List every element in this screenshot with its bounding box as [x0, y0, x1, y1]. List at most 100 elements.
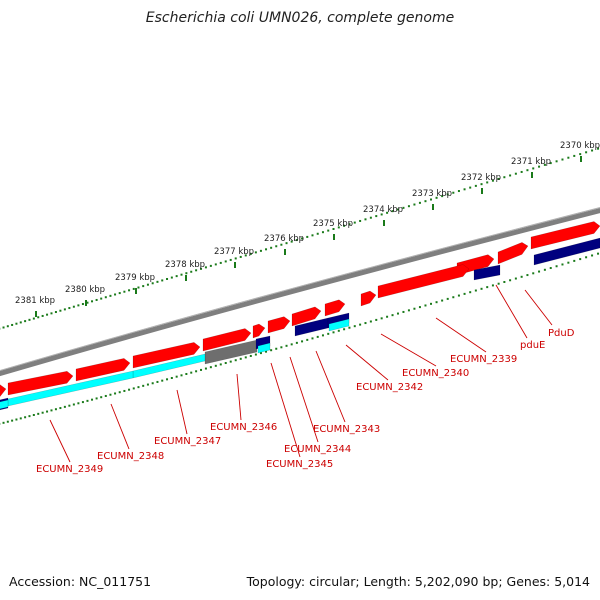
scale-dot	[407, 205, 410, 208]
scale-dot	[402, 206, 405, 209]
scale-dot	[514, 172, 517, 175]
inner-dot	[32, 413, 35, 416]
inner-dot	[54, 408, 57, 411]
gene-label: ECUMN_2346	[210, 422, 277, 433]
scale-dot	[46, 313, 49, 316]
inner-dot	[37, 412, 40, 415]
inner-dot	[114, 392, 117, 395]
scale-dot	[195, 269, 198, 272]
scale-label: 2378 kbp	[165, 260, 205, 270]
inner-dot	[591, 254, 594, 257]
inner-dot	[209, 366, 212, 369]
inner-dot	[270, 349, 273, 352]
label-leader	[236, 373, 242, 421]
forward-cds	[267, 316, 291, 334]
scale-dot	[2, 326, 5, 329]
major-tick	[234, 262, 236, 268]
forward-cds	[324, 299, 346, 317]
forward-cds	[497, 242, 529, 265]
inner-dot	[311, 337, 314, 340]
inner-dot	[413, 307, 416, 310]
scale-dot	[146, 283, 149, 286]
reverse-cds	[473, 264, 501, 281]
inner-dot	[275, 347, 278, 350]
inner-dot	[280, 346, 283, 349]
scale-dot	[295, 239, 298, 242]
inner-dot	[585, 256, 588, 259]
inner-dot	[285, 344, 288, 347]
scale-dot	[579, 153, 582, 156]
inner-dot	[175, 375, 178, 378]
inner-dot	[100, 396, 103, 399]
label-leader	[345, 344, 389, 381]
inner-dot	[579, 258, 582, 261]
scale-dot	[316, 232, 319, 235]
scale-dot	[180, 273, 183, 276]
gene-label: ECUMN_2339	[450, 354, 517, 365]
scale-dot	[244, 254, 247, 257]
forward-cds	[360, 290, 377, 307]
scale-dot	[301, 237, 304, 240]
feature-track	[0, 221, 600, 411]
scale-dot	[503, 176, 506, 179]
inner-dot	[244, 356, 247, 359]
inner-dot	[2, 421, 5, 424]
scale-dot	[509, 174, 512, 177]
scale-dot	[463, 188, 466, 191]
scale-dot	[380, 213, 383, 216]
inner-dot	[11, 419, 14, 422]
scale-dot	[491, 179, 494, 182]
inner-dot	[457, 294, 460, 297]
inner-dot	[59, 407, 62, 410]
scale-dot	[561, 158, 564, 161]
scale-dot	[239, 255, 242, 258]
inner-dot	[469, 291, 472, 294]
inner-dot	[446, 297, 449, 300]
forward-cds	[0, 384, 7, 397]
scale-dot	[497, 177, 500, 180]
scale-dot	[142, 285, 145, 288]
scale-dot	[567, 156, 570, 159]
scale-dot	[585, 151, 588, 154]
gene-label: PduD	[548, 328, 575, 339]
scale-dot	[204, 266, 207, 269]
cyan-feature	[257, 342, 271, 354]
scale-dot	[137, 286, 140, 289]
major-tick	[333, 234, 335, 240]
scale-dot	[219, 261, 222, 264]
scale-dot	[19, 321, 22, 324]
inner-dot	[234, 359, 237, 362]
scale-dot	[54, 311, 57, 314]
scale-dot	[59, 309, 62, 312]
inner-dot	[441, 299, 444, 302]
scale-dot	[128, 289, 131, 292]
inner-dot	[474, 289, 477, 292]
label-leader	[495, 284, 528, 339]
inner-dot	[254, 353, 257, 356]
forward-cds	[377, 264, 470, 299]
scale-dot	[386, 211, 389, 214]
inner-dot	[316, 335, 319, 338]
scale-dot	[214, 263, 217, 266]
genome-summary: Topology: circular; Length: 5,202,090 bp…	[246, 574, 590, 589]
forward-cds	[132, 342, 201, 369]
scale-dot	[77, 304, 80, 307]
inner-dot	[337, 329, 340, 332]
gene-label: ECUMN_2348	[97, 451, 164, 462]
inner-dot	[396, 312, 399, 315]
scale-dot	[306, 235, 309, 238]
scale-dot	[369, 216, 372, 219]
inner-dot	[543, 268, 546, 271]
inner-dot	[137, 386, 140, 389]
major-tick	[432, 204, 434, 210]
inner-dot	[63, 405, 66, 408]
inner-dot	[41, 411, 44, 414]
inner-dot	[520, 275, 523, 278]
inner-dot	[424, 304, 427, 307]
scale-dot	[520, 170, 523, 173]
scale-dot	[50, 312, 53, 315]
scale-dot	[391, 210, 394, 213]
inner-dot	[290, 343, 293, 346]
scale-label: 2375 kbp	[313, 219, 353, 229]
cyan-feature	[0, 399, 9, 410]
